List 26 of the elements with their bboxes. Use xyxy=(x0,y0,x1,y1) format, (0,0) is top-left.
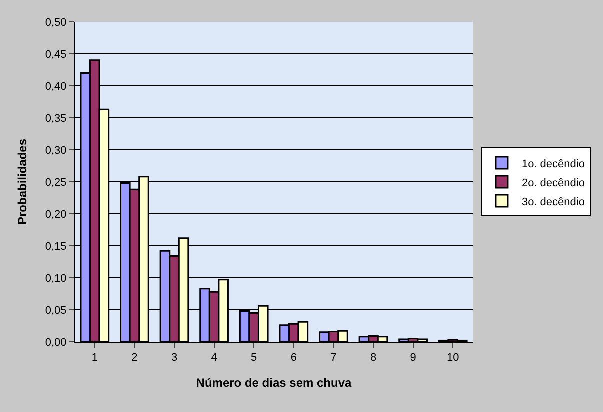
y-tick-label: 0,15 xyxy=(45,240,67,253)
x-tick-label: 1 xyxy=(92,352,98,364)
y-tick-label: 0,10 xyxy=(45,272,67,285)
y-tick-label: 0,35 xyxy=(45,112,67,125)
x-tick-label: 3 xyxy=(171,352,178,364)
y-tick-label: 0,25 xyxy=(45,176,67,189)
y-tick-label: 0,50 xyxy=(45,16,67,29)
x-tick-label: 10 xyxy=(446,352,460,364)
legend-label: 1o. decêndio xyxy=(522,158,585,170)
x-axis-title: Número de dias sem chuva xyxy=(196,376,352,390)
x-tick-label: 8 xyxy=(370,352,377,364)
x-tick-label: 6 xyxy=(290,352,297,364)
y-tick-label: 0,00 xyxy=(45,336,67,349)
y-tick-label: 0,40 xyxy=(45,80,67,93)
x-tick-label: 4 xyxy=(211,352,218,364)
legend-label: 3o. decêndio xyxy=(522,196,585,208)
x-tick-label: 9 xyxy=(410,352,416,364)
y-tick-label: 0,45 xyxy=(45,48,67,61)
y-tick-label: 0,05 xyxy=(45,304,67,317)
x-tick-label: 2 xyxy=(132,352,138,364)
y-tick-label: 0,30 xyxy=(45,144,67,157)
x-tick-label: 7 xyxy=(330,352,337,364)
y-tick-label: 0,20 xyxy=(45,208,67,221)
legend-label: 2o. decêndio xyxy=(522,177,585,190)
x-tick-label: 5 xyxy=(251,352,258,364)
y-axis-title: Probabilidades xyxy=(16,138,30,226)
